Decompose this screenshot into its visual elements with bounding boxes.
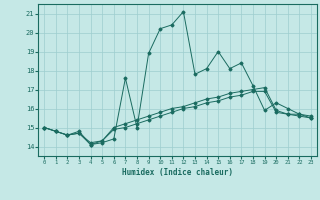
- X-axis label: Humidex (Indice chaleur): Humidex (Indice chaleur): [122, 168, 233, 177]
